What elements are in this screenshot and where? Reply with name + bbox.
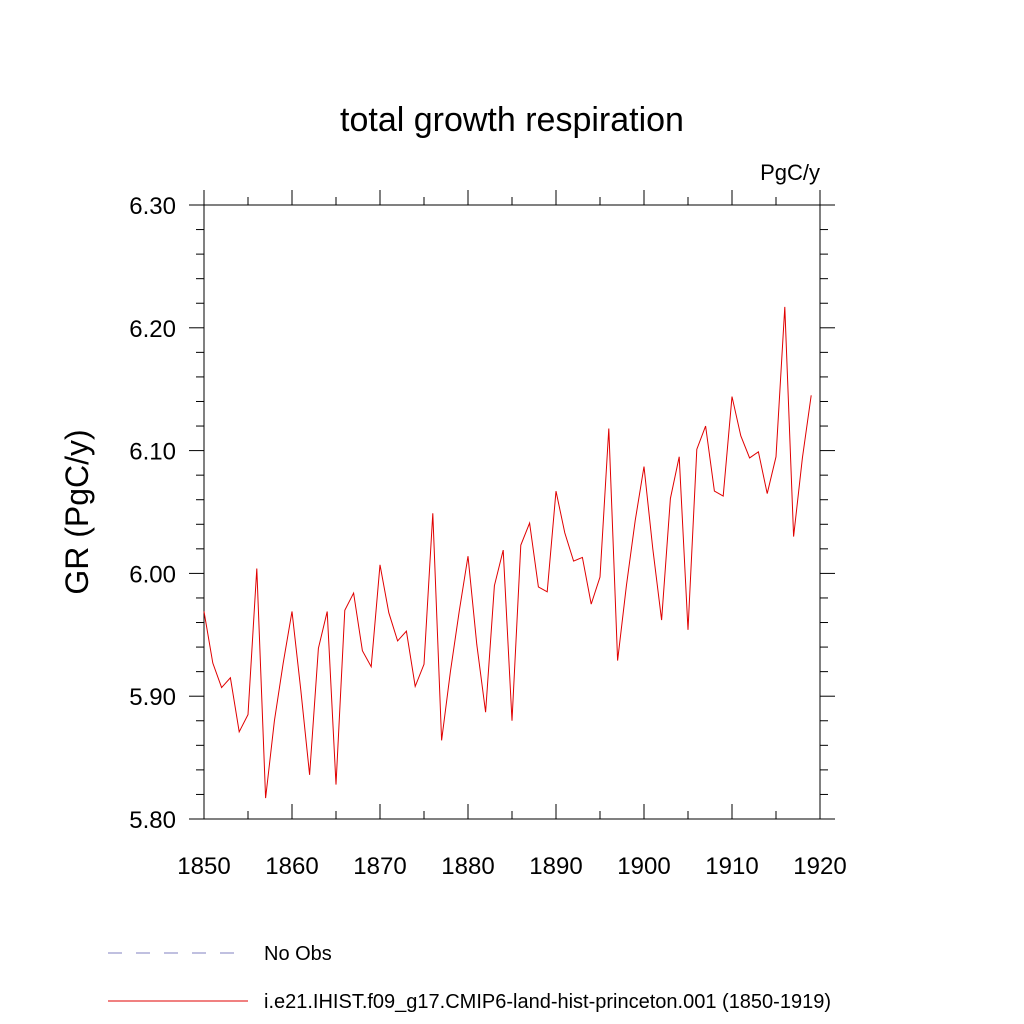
- x-tick-label: 1910: [705, 853, 758, 880]
- tick-labels: 1850 1860 1870 1880 1890 1900 1910 1920 5.80 5.90…: [129, 193, 846, 880]
- x-tick-label: 1860: [265, 853, 318, 880]
- y-tick-label: 5.80: [129, 807, 176, 834]
- series-line-1: [203, 306, 812, 799]
- legend-label-no-obs: No Obs: [264, 943, 332, 965]
- y-tick-label: 6.00: [129, 561, 176, 588]
- legend-label-model: i.e21.IHIST.f09_g17.CMIP6-land-hist-prin…: [264, 991, 831, 1013]
- x-tick-label: 1870: [353, 853, 406, 880]
- y-tick-label: 6.20: [129, 316, 176, 343]
- x-tick-label: 1890: [529, 853, 582, 880]
- plot-frame: [203, 204, 821, 820]
- x-tick-label: 1900: [617, 853, 670, 880]
- axis-ticks: [189, 190, 835, 820]
- series-layer: [203, 306, 812, 799]
- x-tick-label: 1920: [793, 853, 846, 880]
- units-label: PgC/y: [760, 160, 820, 185]
- x-tick-label: 1850: [177, 853, 230, 880]
- y-tick-label: 6.30: [129, 193, 176, 220]
- y-tick-label: 6.10: [129, 439, 176, 466]
- y-axis-title: GR (PgC/y): [59, 429, 95, 594]
- y-tick-label: 5.90: [129, 684, 176, 711]
- x-tick-label: 1880: [441, 853, 494, 880]
- chart-title: total growth respiration: [340, 101, 684, 139]
- legend: No Obs i.e21.IHIST.f09_g17.CMIP6-land-hi…: [108, 943, 831, 1013]
